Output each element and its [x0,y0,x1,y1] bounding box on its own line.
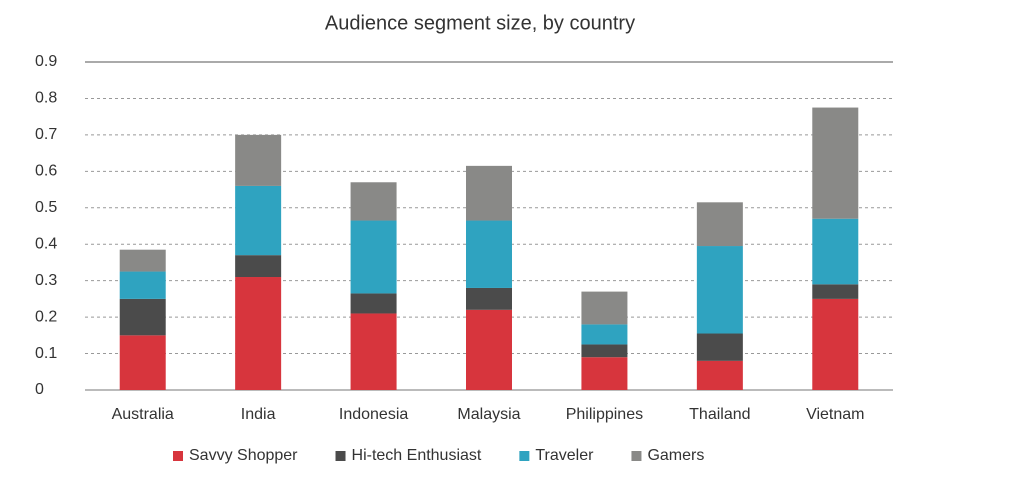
legend-swatch [631,451,642,461]
bar-segment [235,185,282,256]
y-tick-label: 0.2 [35,308,57,325]
legend-swatch [173,451,183,461]
bar-segment [812,298,859,390]
x-tick-label: Thailand [689,406,750,423]
bar-segment [119,249,166,272]
legend-swatch [335,451,346,461]
bar-segment [581,344,628,358]
y-tick-label: 0 [35,381,44,398]
bar-segment [350,293,397,314]
y-tick-label: 0.3 [35,272,57,289]
bar-segment [466,287,512,310]
bar-segment [235,277,282,390]
y-tick-label: 0.6 [35,163,57,180]
x-tick-label: Vietnam [806,406,864,423]
bar-segment [812,218,859,285]
bar-segment [119,271,166,299]
legend-label: Hi-tech Enthusiast [352,447,482,464]
x-tick-label: Indonesia [339,406,408,423]
y-tick-label: 0.9 [35,53,57,70]
y-tick-label: 0.8 [35,90,57,107]
legend-swatch [519,451,530,461]
bar-segment [581,291,628,325]
y-tick-label: 0.5 [35,199,57,216]
legend-label: Savvy Shopper [189,447,298,464]
x-tick-label: Malaysia [457,406,520,423]
bar-segment [696,360,743,390]
bar-segment [466,220,512,288]
chart-title: Audience segment size, by country [325,12,635,34]
bar-segment [235,255,282,278]
y-tick-label: 0.4 [35,235,57,252]
bar-segment [696,202,743,247]
bar-segment [350,220,397,294]
bar-segment [696,333,743,361]
bar-segment [350,313,397,390]
x-tick-label: Philippines [566,406,643,423]
y-tick-label: 0.7 [35,126,57,143]
bar-segment [581,357,628,390]
x-tick-label: India [241,406,276,423]
legend-label: Traveler [535,447,594,464]
bar-segment [812,107,859,219]
bar-segment [696,246,743,334]
legend-label: Gamers [647,447,704,464]
bar-segment [466,309,512,390]
bar-segment [466,165,512,221]
x-tick-label: Australia [112,406,174,423]
bar-segment [119,335,166,390]
bar-segment [350,182,397,221]
bar-segment [119,298,166,336]
bar-segment [812,284,859,299]
bar-segment [235,134,282,186]
y-tick-label: 0.1 [35,345,57,362]
bar-segment [581,324,628,345]
